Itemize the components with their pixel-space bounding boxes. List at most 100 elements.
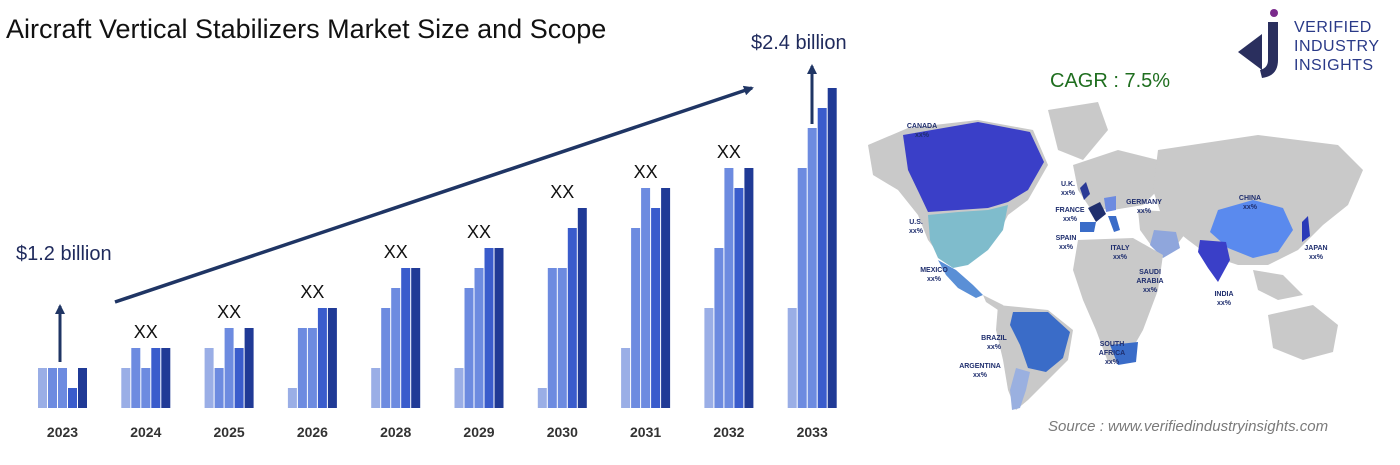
bar-2029-s3	[474, 268, 484, 408]
bar-2030-s5	[577, 208, 587, 408]
bar-2031-s5	[661, 188, 671, 408]
bar-2031-s2	[631, 228, 641, 408]
map-label-name: SPAIN	[1056, 235, 1077, 242]
bar-2028-s1	[371, 368, 381, 408]
japan-shape	[1302, 216, 1310, 242]
chart-title: Aircraft Vertical Stabilizers Market Siz…	[6, 14, 607, 44]
map-label-value: xx%	[1059, 244, 1074, 251]
map-label-value: xx%	[915, 132, 930, 139]
bar-2023-s3	[58, 368, 67, 408]
bar-2031-s3	[641, 188, 651, 408]
map-label-value: xx%	[927, 276, 942, 283]
bar-2024-s2	[131, 348, 141, 408]
bars-group	[38, 88, 837, 408]
bar-2032-s2	[714, 248, 724, 408]
se-asia-base	[1253, 270, 1303, 300]
x-tick-label: 2024	[130, 424, 161, 440]
bar-2032-s3	[724, 168, 734, 408]
map-label-name: CHINA	[1239, 195, 1261, 202]
map-label-value: xx%	[1061, 190, 1076, 197]
bar-2030-s1	[537, 388, 547, 408]
x-tick-label: 2030	[547, 424, 578, 440]
start-annotation: $1.2 billion	[16, 243, 112, 265]
uk-shape	[1080, 182, 1090, 200]
logo: VERIFIED INDUSTRY INSIGHTS	[1232, 8, 1397, 83]
bar-value-label: XX	[467, 222, 491, 242]
bar-2024-s4	[151, 348, 161, 408]
x-tick-label: 2029	[463, 424, 494, 440]
bar-2033-s5	[827, 88, 837, 408]
bar-2025-s5	[244, 328, 254, 408]
map-label-value: xx%	[1063, 216, 1078, 223]
bar-2028-s4	[401, 268, 411, 408]
trend-arrow	[114, 85, 754, 304]
bar-2030-s4	[567, 228, 577, 408]
bar-value-label: XX	[384, 242, 408, 262]
bar-value-label: XX	[634, 162, 658, 182]
map-label-name: BRAZIL	[981, 335, 1007, 342]
bar-2024-s3	[141, 368, 151, 408]
bar-2033-s2	[797, 168, 807, 408]
bar-value-label: XX	[550, 182, 574, 202]
logo-line-3: INSIGHTS	[1294, 57, 1374, 74]
bar-chart: 2023 2024 XX 2025 XX 2026 XX 2028 XX 2029 XX 2030 XX…	[16, 32, 847, 440]
map-label-value: xx%	[1243, 204, 1258, 211]
map-label-value: xx%	[909, 228, 924, 235]
bar-value-label: XX	[217, 302, 241, 322]
bar-2023-s2	[48, 368, 57, 408]
bar-2032-s1	[704, 308, 714, 408]
canada-shape	[903, 122, 1044, 212]
map-label-name: MEXICO	[920, 267, 948, 274]
brazil-shape	[1010, 312, 1070, 372]
labels-group: 2023 2024 XX 2025 XX 2026 XX 2028 XX 2029 XX 2030 XX…	[47, 142, 828, 440]
italy-shape	[1108, 216, 1120, 232]
bar-2031-s1	[621, 348, 631, 408]
bar-2026-s1	[287, 388, 297, 408]
germany-shape	[1104, 196, 1116, 212]
map-label-name: ARGENTINA	[959, 363, 1001, 370]
map-label-value: xx%	[973, 372, 988, 379]
bar-value-label: XX	[300, 282, 324, 302]
bar-2023-s5	[78, 368, 87, 408]
india-shape	[1198, 240, 1230, 282]
map-label-value: xx%	[1309, 254, 1324, 261]
map-label-name: GERMANY	[1126, 199, 1162, 206]
africa-base	[1073, 238, 1163, 362]
map-label-value: xx%	[1143, 287, 1158, 294]
bar-2033-s1	[787, 308, 797, 408]
bar-2028-s5	[411, 268, 421, 408]
map-label-name: U.K.	[1061, 181, 1075, 188]
bar-2031-s4	[651, 208, 661, 408]
france-shape	[1088, 202, 1106, 222]
map-label-value: xx%	[1137, 208, 1152, 215]
end-annotation: $2.4 billion	[751, 32, 847, 54]
bar-2025-s2	[214, 368, 224, 408]
bar-2029-s4	[484, 248, 494, 408]
source-text: Source : www.verifiedindustryinsights.co…	[1048, 418, 1329, 435]
bar-2024-s5	[161, 348, 171, 408]
bar-2025-s3	[224, 328, 234, 408]
vi-logo-icon	[1238, 9, 1278, 78]
bar-2026-s5	[327, 308, 337, 408]
bar-2028-s2	[381, 308, 391, 408]
bar-value-label: XX	[134, 322, 158, 342]
logo-line-2: INDUSTRY	[1294, 38, 1380, 55]
map-label-name: SOUTH	[1100, 341, 1125, 348]
x-tick-label: 2028	[380, 424, 411, 440]
south-africa-shape	[1110, 342, 1138, 365]
x-tick-label: 2026	[297, 424, 328, 440]
asia-base	[1153, 135, 1363, 265]
china-shape	[1210, 200, 1293, 258]
argentina-shape	[1010, 368, 1030, 410]
map-label-name: FRANCE	[1055, 207, 1084, 214]
x-tick-label: 2033	[797, 424, 828, 440]
logo-line-1: VERIFIED	[1294, 19, 1372, 36]
bar-2030-s2	[547, 268, 557, 408]
bar-2033-s4	[817, 108, 827, 408]
bar-2029-s5	[494, 248, 504, 408]
map-label-name: CANADA	[907, 123, 937, 130]
map-label-name: ITALY	[1110, 245, 1129, 252]
bar-2025-s4	[234, 348, 244, 408]
world-map: CANADA xx% U.S. xx% MEXICO xx% BRAZIL xx% ARGENT…	[868, 102, 1363, 410]
spain-shape	[1080, 222, 1096, 232]
